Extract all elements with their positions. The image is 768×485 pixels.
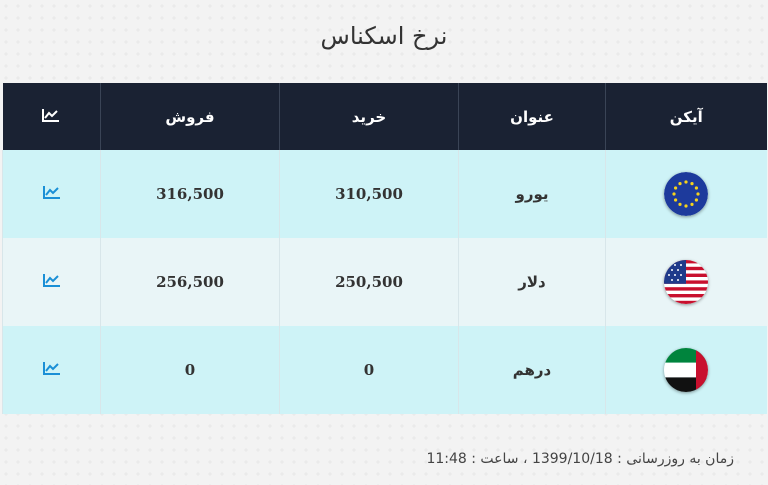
last-updated-text: زمان به روزرسانی : 1399/10/18 ، ساعت : 1… xyxy=(426,451,734,467)
table-header-row: آیکن عنوان خرید فروش xyxy=(2,83,767,150)
row-icon-cell xyxy=(605,238,767,326)
row-name: دلار xyxy=(458,238,606,326)
row-chart-cell[interactable] xyxy=(2,326,101,414)
row-buy: 310,500 xyxy=(279,150,459,238)
page-title: نرخ اسکناس xyxy=(320,22,448,50)
row-chart-cell[interactable] xyxy=(2,238,101,326)
eu-flag-icon xyxy=(664,172,709,216)
row-sell: 0 xyxy=(100,326,280,414)
table-row: یورو 310,500 316,500 xyxy=(2,150,767,238)
header-name: عنوان xyxy=(458,83,606,150)
table-row: دلار 250,500 256,500 xyxy=(2,238,767,326)
rates-table: آیکن عنوان خرید فروش xyxy=(2,83,767,414)
table-row: درهم 0 0 xyxy=(2,326,767,414)
row-sell: 256,500 xyxy=(100,238,280,326)
header-chart xyxy=(2,83,101,150)
row-chart-cell[interactable] xyxy=(2,150,101,238)
chart-icon[interactable] xyxy=(42,185,61,199)
header-buy: خرید xyxy=(279,83,459,150)
uae-flag-icon xyxy=(664,348,709,392)
header-icon: آیکن xyxy=(605,83,767,150)
chart-icon xyxy=(42,108,60,122)
row-icon-cell xyxy=(605,326,767,414)
row-name: درهم xyxy=(458,326,606,414)
row-buy: 250,500 xyxy=(279,238,459,326)
row-sell: 316,500 xyxy=(100,150,280,238)
chart-icon[interactable] xyxy=(42,361,61,375)
chart-icon[interactable] xyxy=(42,273,61,287)
row-icon-cell xyxy=(605,150,767,238)
us-flag-icon xyxy=(664,260,709,304)
row-name: یورو xyxy=(458,150,606,238)
header-sell: فروش xyxy=(100,83,280,150)
row-buy: 0 xyxy=(279,326,459,414)
